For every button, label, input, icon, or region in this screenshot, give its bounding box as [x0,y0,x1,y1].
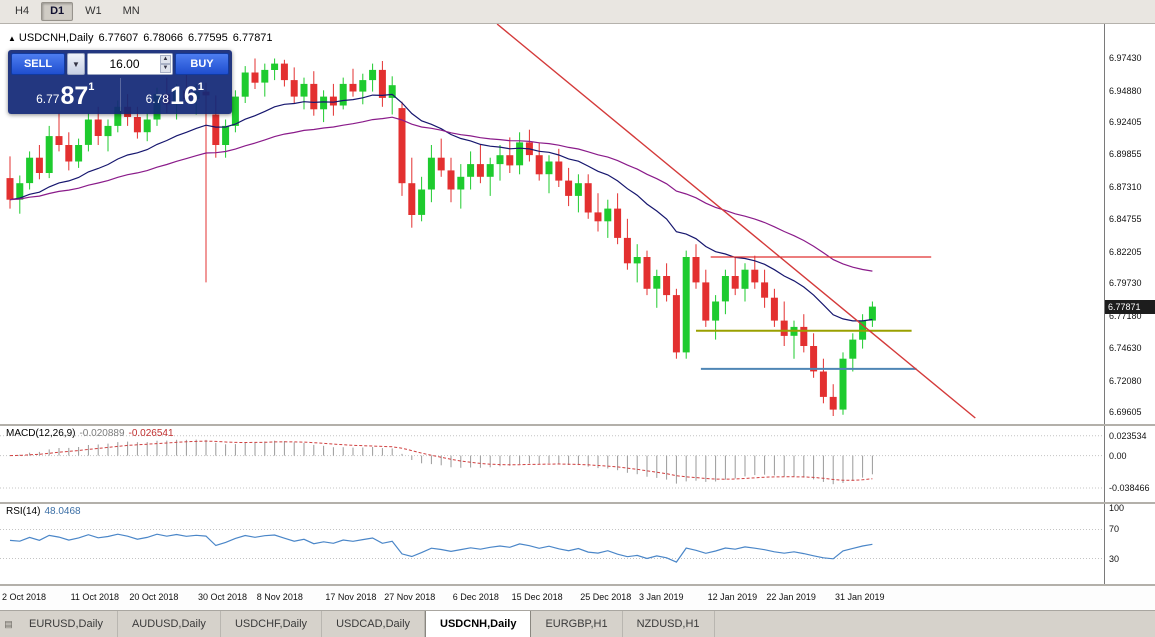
timeframe-button-mn[interactable]: MN [122,5,140,17]
buy-price-prefix: 6.78 [145,92,169,106]
price-axis[interactable]: 6.97430 6.94880 6.92405 6.89855 6.87310 6.847… [1104,24,1155,424]
sell-price[interactable]: 6.77 87 1 [11,78,120,111]
tab-usdchf-daily[interactable]: USDCHF,Daily [221,611,323,637]
macd-axis-label: 0.023534 [1109,430,1147,441]
chart-symbol: USDCNH,Daily [18,32,94,44]
date-axis-label: 27 Nov 2018 [384,592,436,602]
main-chart[interactable]: ▲ USDCNH,Daily 6.77607 6.78066 6.77595 6.7787… [0,24,1104,424]
volume-field-wrap: ▲ ▼ [87,53,173,75]
pane-splitter-1[interactable] [0,424,1155,426]
macd-pane[interactable]: MACD(12,26,9) -0.020889 -0.026541 [0,426,1104,502]
pane-splitter-2[interactable] [0,502,1155,504]
date-axis-label: 22 Jan 2019 [766,592,816,602]
rsi-axis-label: 30 [1109,553,1120,564]
price-axis-label: 6.69605 [1109,407,1142,418]
sell-price-big: 87 [60,82,89,110]
timeframe-button-d1[interactable]: D1 [41,2,74,21]
timeframe-button-w1[interactable]: W1 [85,5,102,17]
timeframe-bar: H4 D1 W1 MN [0,0,1155,24]
date-axis-label: 30 Oct 2018 [198,592,248,602]
buy-button[interactable]: BUY [175,53,229,75]
macd-label-row: MACD(12,26,9) -0.020889 -0.026541 [6,428,174,439]
descending-trendline[interactable] [496,24,976,419]
volume-dropdown-button[interactable]: ▼ [67,53,85,75]
rsi-axis[interactable]: 100 70 30 [1104,504,1155,584]
buy-price-big: 16 [169,82,198,110]
macd-axis-label: -0.038466 [1109,483,1150,494]
date-axis-label: 3 Jan 2019 [639,592,684,602]
chevron-down-icon: ▼ [72,59,80,69]
rsi-axis-label: 70 [1109,524,1120,535]
rsi-label-row: RSI(14) 48.0468 [6,506,81,517]
buy-price[interactable]: 6.78 16 1 [119,78,230,111]
rsi-value: 48.0468 [44,506,81,517]
date-axis-label: 6 Dec 2018 [452,592,499,602]
macd-axis-label: 0.00 [1109,450,1127,461]
date-axis-label: 17 Nov 2018 [325,592,377,602]
ma-slow-line [9,116,873,272]
chart-header: ▲ USDCNH,Daily 6.77607 6.78066 6.77595 6.7787… [8,32,278,44]
date-axis-label: 8 Nov 2018 [256,592,303,602]
tab-usdcnh-daily[interactable]: USDCNH,Daily [425,611,532,637]
volume-input[interactable] [88,54,172,74]
price-axis-label: 6.82205 [1109,246,1142,257]
price-axis-label: 6.79730 [1109,278,1142,289]
macd-name: MACD(12,26,9) [6,428,76,439]
date-axis-label: 31 Jan 2019 [835,592,885,602]
tab-eurusd-daily[interactable]: EURUSD,Daily [15,611,118,637]
ohlc-close: 6.77871 [232,32,273,44]
ohlc-open: 6.77607 [98,32,139,44]
rsi-line [9,533,873,563]
time-axis[interactable]: 2 Oct 2018 11 Oct 2018 20 Oct 2018 30 Oct 2… [0,586,1155,610]
ohlc-high: 6.78066 [143,32,184,44]
price-axis-label: 6.77180 [1109,310,1142,321]
buy-price-sup: 1 [197,81,204,93]
date-axis-label: 20 Oct 2018 [129,592,179,602]
macd-histogram [19,439,873,485]
price-axis-label: 6.94880 [1109,85,1142,96]
date-axis-label: 12 Jan 2019 [707,592,758,602]
tab-eurgbp-h1[interactable]: EURGBP,H1 [531,611,623,637]
ma-fast-line [9,93,873,322]
rsi-axis-label: 100 [1109,504,1125,513]
ohlc-low: 6.77595 [188,32,228,44]
pane-splitter-3[interactable] [0,584,1155,586]
volume-increase-button[interactable]: ▲ [160,55,171,64]
macd-value: -0.020889 [79,428,125,439]
timeframe-button-h4[interactable]: H4 [15,5,30,17]
rsi-chart [0,529,1104,563]
macd-signal-value: -0.026541 [128,428,174,439]
sell-price-prefix: 6.77 [36,92,60,106]
sell-price-sup: 1 [88,81,95,93]
chart-list-icon[interactable]: ▤ [4,618,13,629]
macd-chart [0,435,1104,489]
chart-tabs-bar: ▤ EURUSD,Daily AUDUSD,Daily USDCHF,Daily US… [0,610,1155,637]
one-click-trading-panel: SELL ▼ ▲ ▼ BUY 6.77 87 1 6.7 [8,50,232,114]
macd-axis[interactable]: 0.023534 0.00 -0.038466 [1104,426,1155,502]
rsi-pane[interactable]: RSI(14) 48.0468 [0,504,1104,584]
symbol-arrow-icon: ▲ [8,34,16,43]
rsi-name: RSI(14) [6,506,41,517]
volume-decrease-button[interactable]: ▼ [160,64,171,73]
date-axis-label: 11 Oct 2018 [70,592,119,602]
tab-usdcad-daily[interactable]: USDCAD,Daily [322,611,426,637]
price-axis-label: 6.74630 [1109,343,1142,354]
macd-signal-line [9,440,873,481]
price-axis-label: 6.87310 [1109,181,1142,192]
date-axis-label: 15 Dec 2018 [511,592,563,602]
price-axis-label: 6.92405 [1109,117,1142,128]
price-axis-label: 6.84755 [1109,214,1142,225]
sell-button[interactable]: SELL [11,53,65,75]
price-axis-label: 6.89855 [1109,149,1142,160]
price-axis-label: 6.97430 [1109,53,1142,64]
tab-audusd-daily[interactable]: AUDUSD,Daily [118,611,221,637]
date-axis-label: 25 Dec 2018 [580,592,632,602]
price-axis-label: 6.72080 [1109,375,1142,386]
tab-nzdusd-h1[interactable]: NZDUSD,H1 [623,611,715,637]
current-price-badge: 6.77871 [1105,299,1155,314]
date-axis-label: 2 Oct 2018 [2,592,47,602]
